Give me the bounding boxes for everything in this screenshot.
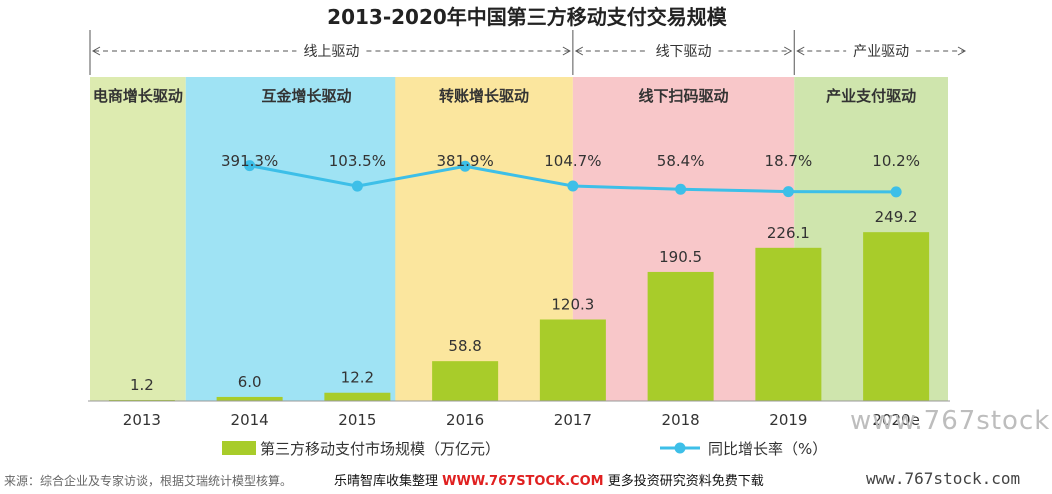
growth-point-2016 [459,160,471,172]
phase-arrowhead-left-2 [574,46,584,56]
band-label-3: 转账增长驱动 [439,87,529,105]
growth-point-2020e [890,186,902,198]
bar-value-label-2016: 58.8 [448,337,481,355]
bar-value-label-2018: 190.5 [659,248,702,266]
growth-value-label-2018: 58.4% [657,152,705,170]
phase-arrowhead-left-1 [91,46,101,56]
x-tick-label-2017: 2017 [554,411,592,429]
growth-point-2014 [244,160,256,172]
x-tick-label-2014: 2014 [231,411,269,429]
bar-value-label-2015: 12.2 [341,369,374,387]
bar-value-label-2017: 120.3 [551,295,594,313]
promo-line: 乐晴智库收集整理 WWW.767STOCK.COM 更多投资研究资料免费下载 [334,470,764,489]
watermark-text: www.767stock [850,406,1051,436]
bar-value-label-2013: 1.2 [130,376,154,394]
bar-2016 [432,361,499,401]
growth-value-label-2017: 104.7% [544,152,601,170]
growth-point-2015 [351,180,363,192]
legend: 第三方移动支付市场规模（万亿元） 同比增长率（%） [222,440,827,458]
growth-value-label-2020e: 10.2% [872,152,920,170]
band-1 [90,77,186,401]
legend-swatch-line-marker [674,442,686,454]
growth-value-label-2014: 391.3% [221,152,278,170]
bar-2014 [216,396,283,401]
x-tick-label-2016: 2016 [446,411,484,429]
phase-arrowhead-right-1 [562,46,571,56]
phase-arrows: 线上驱动 线下驱动 产业驱动 [89,30,967,75]
phase-arrowhead-right-2 [784,46,793,56]
promo-site-link[interactable]: WWW.767STOCK.COM [442,474,604,489]
growth-point-2017 [567,180,579,192]
x-tick-label-2019: 2019 [769,411,807,429]
phase-label-2: 线下驱动 [656,44,712,60]
growth-point-2018 [675,183,687,195]
growth-value-label-2015: 103.5% [329,152,386,170]
source-note: 来源：综合企业及专家访谈，根据艾瑞统计模型核算。 [4,474,293,488]
promo-prefix: 乐晴智库收集整理 [334,474,439,489]
x-tick-label-2018: 2018 [662,411,700,429]
x-axis: 2013 2014 2015 2016 2017 2018 2019 2020e [88,400,950,429]
bar-value-label-2020e: 249.2 [875,208,918,226]
band-label-1: 电商增长驱动 [93,87,183,105]
bar-2015 [324,392,391,401]
bar-series [108,232,930,401]
growth-value-label-2016: 381.9% [437,152,494,170]
bar-value-label-2014: 6.0 [238,373,262,391]
legend-label-line: 同比增长率（%） [708,440,827,458]
bar-value-label-2019: 226.1 [767,224,810,242]
chart-svg: 电商增长驱动 互金增长驱动 转账增长驱动 线下扫码驱动 产业支付驱动 线上驱动 线下驱动 产… [88,5,967,458]
band-label-4: 线下扫码驱动 [639,87,729,105]
band-label-2: 互金增长驱动 [261,87,351,105]
bar-2017 [539,319,606,401]
bar-2018 [647,271,714,401]
growth-line-series [244,160,902,198]
band-label-5: 产业支付驱动 [826,87,916,105]
legend-label-bar: 第三方移动支付市场规模（万亿元） [260,440,500,458]
x-tick-label-2020e: 2020e [872,411,919,429]
footer-watermark: www.767stock.com [866,469,1021,488]
promo-suffix: 更多投资研究资料免费下载 [607,474,764,489]
band-labels: 电商增长驱动 互金增长驱动 转账增长驱动 线下扫码驱动 产业支付驱动 [93,87,916,105]
growth-value-labels: 391.3% 103.5% 381.9% 104.7% 58.4% 18.7% 10.2% [221,152,920,170]
band-2 [185,77,428,401]
phase-label-1: 线上驱动 [303,44,359,60]
phase-label-3: 产业驱动 [853,44,909,60]
phase-arrowhead-right-3 [957,46,967,56]
chart-title: 2013-2020年中国第三方移动支付交易规模 [327,5,728,29]
phase-arrowhead-left-3 [796,46,805,56]
bar-2019 [755,247,822,401]
x-tick-label-2013: 2013 [123,411,161,429]
growth-value-label-2019: 18.7% [765,152,813,170]
legend-swatch-bar [222,441,256,455]
x-tick-label-2015: 2015 [338,411,376,429]
bar-2020e [863,232,930,401]
bar-value-labels: 1.2 6.0 12.2 58.8 120.3 190.5 226.1 249.2 [130,208,918,394]
footer: 来源：综合企业及专家访谈，根据艾瑞统计模型核算。 乐晴智库收集整理 WWW.76… [0,468,1052,492]
growth-point-2019 [782,186,794,198]
